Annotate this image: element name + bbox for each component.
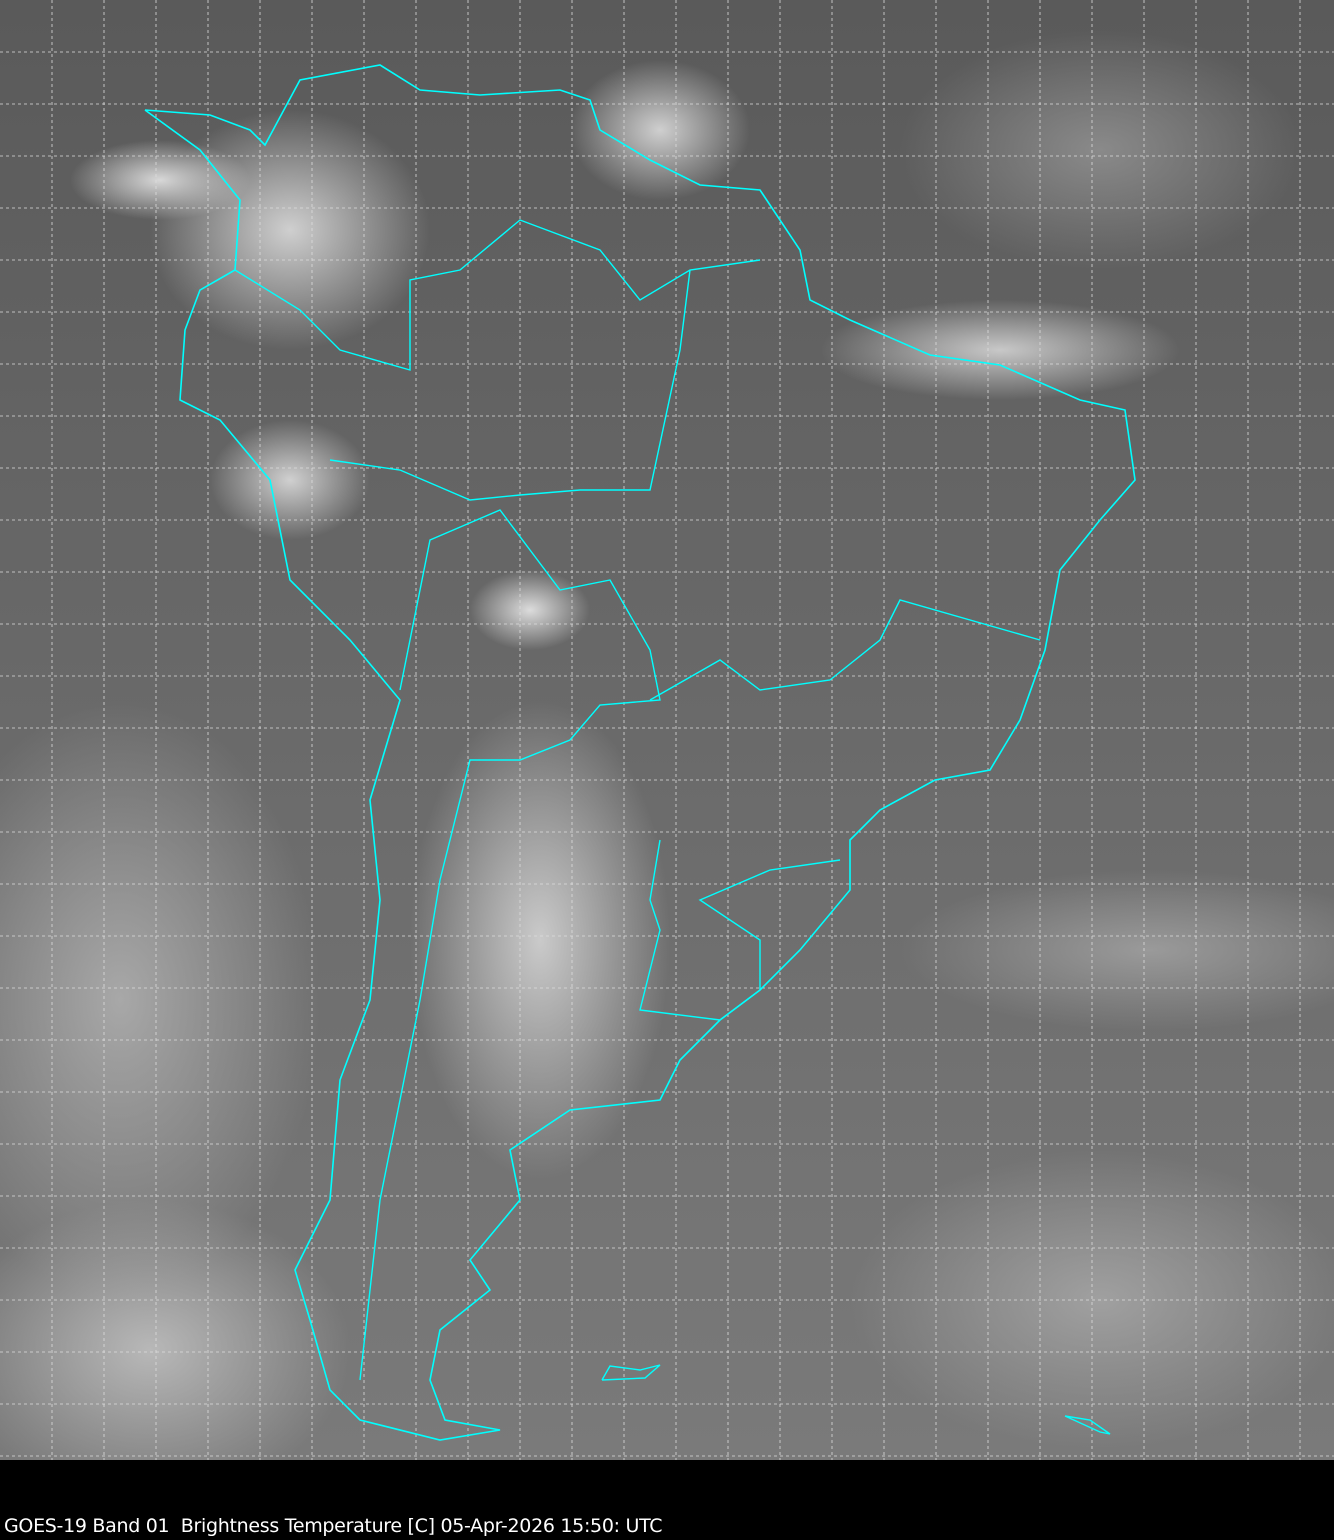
falkland-islands: [601, 1364, 661, 1381]
image-caption: GOES-19 Band 01 Brightness Temperature […: [4, 1515, 663, 1537]
country-borders: [359, 509, 661, 1381]
satellite-imagery: [0, 0, 1334, 1460]
south-america-coastline: [144, 64, 1136, 1441]
map-overlay: [0, 0, 1334, 1460]
graticule-grid: [0, 0, 1334, 1460]
country-borders: [639, 839, 841, 1021]
country-borders: [649, 599, 1041, 701]
country-borders: [234, 219, 761, 371]
south-georgia: [1064, 1415, 1111, 1435]
country-borders: [329, 269, 691, 501]
